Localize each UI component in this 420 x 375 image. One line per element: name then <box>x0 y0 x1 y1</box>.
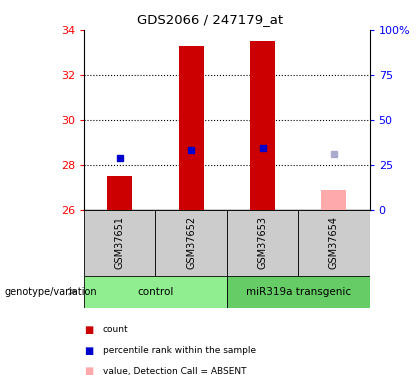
Text: miR319a transgenic: miR319a transgenic <box>246 286 351 297</box>
Text: GSM37652: GSM37652 <box>186 216 196 269</box>
Text: count: count <box>103 326 129 334</box>
Text: control: control <box>137 286 173 297</box>
Bar <box>107 176 132 210</box>
Text: value, Detection Call = ABSENT: value, Detection Call = ABSENT <box>103 367 247 375</box>
Bar <box>227 276 370 308</box>
Text: GSM37651: GSM37651 <box>115 216 125 269</box>
Text: GDS2066 / 247179_at: GDS2066 / 247179_at <box>137 13 283 26</box>
Text: ■: ■ <box>84 366 93 375</box>
Text: percentile rank within the sample: percentile rank within the sample <box>103 346 256 355</box>
Bar <box>84 210 155 276</box>
Text: genotype/variation: genotype/variation <box>4 286 97 297</box>
Bar <box>298 210 370 276</box>
Bar <box>178 46 204 210</box>
Text: ■: ■ <box>84 325 93 335</box>
Bar <box>250 41 275 210</box>
Text: GSM37654: GSM37654 <box>329 216 339 269</box>
Bar <box>321 190 346 210</box>
Bar <box>227 210 298 276</box>
Bar <box>84 276 227 308</box>
Bar <box>155 210 227 276</box>
Text: ■: ■ <box>84 346 93 355</box>
Text: GSM37653: GSM37653 <box>257 216 268 269</box>
